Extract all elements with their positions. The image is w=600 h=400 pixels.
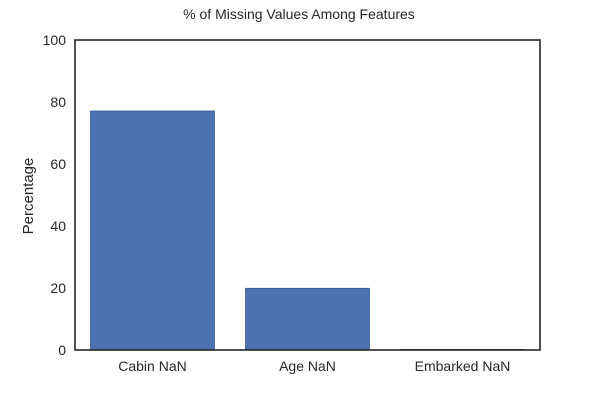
- chart-title: % of Missing Values Among Features: [183, 6, 415, 22]
- bar-age-nan: [245, 287, 370, 351]
- y-tick-label: 40: [50, 218, 66, 234]
- y-tick-label: 20: [50, 280, 66, 296]
- x-tick-label: Age NaN: [279, 358, 336, 374]
- y-tick-label: 100: [43, 32, 67, 48]
- y-tick-label: 0: [58, 342, 66, 358]
- y-tick-label: 60: [50, 156, 66, 172]
- x-axis-ticks: Cabin NaN Age NaN Embarked NaN: [118, 358, 510, 374]
- bar-cabin-nan: [90, 110, 215, 351]
- y-tick-label: 80: [50, 94, 66, 110]
- bars-group: [90, 110, 525, 351]
- x-tick-label: Cabin NaN: [118, 358, 186, 374]
- plot-frame: [74, 39, 541, 351]
- y-axis-label: Percentage: [20, 158, 37, 235]
- x-tick-label: Embarked NaN: [415, 358, 511, 374]
- y-axis-ticks: 0 20 40 60 80 100: [43, 32, 67, 358]
